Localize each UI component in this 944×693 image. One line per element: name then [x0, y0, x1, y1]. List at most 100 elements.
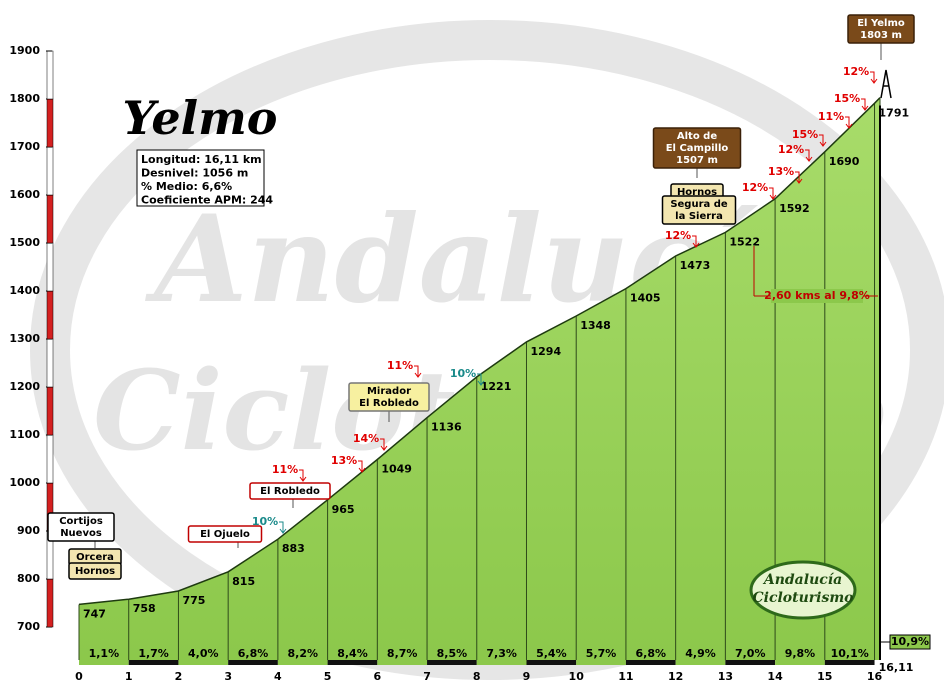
steep-label: 10% — [450, 367, 476, 380]
x-tick-label: 11 — [618, 670, 633, 683]
axis-band — [46, 50, 54, 100]
point-label: 1690 — [829, 155, 860, 168]
x-tick-label: 2 — [175, 670, 183, 683]
point-label: 965 — [332, 503, 355, 516]
grade-label: 10,1% — [831, 647, 869, 660]
annotation: El Robledo — [359, 398, 419, 409]
info-box — [136, 149, 265, 207]
annotation: 1803 m — [860, 30, 902, 41]
x-tick-label: 8 — [473, 670, 481, 683]
summit-tower — [880, 69, 892, 99]
steep-arrow — [795, 171, 803, 184]
x-tick-label: 6 — [373, 670, 381, 683]
annotation-box — [348, 382, 430, 412]
annotation-box — [68, 562, 122, 580]
steep-arrow — [805, 149, 813, 162]
grade-label: 9,8% — [785, 647, 816, 660]
km-strip — [775, 660, 825, 665]
x-tick-label: 3 — [224, 670, 232, 683]
point-label: 747 — [83, 607, 106, 620]
grade-label: 8,4% — [337, 647, 368, 660]
grade-label: 5,4% — [536, 647, 567, 660]
axis-band — [46, 434, 54, 484]
km-strip — [277, 660, 328, 665]
axis-band — [46, 338, 54, 388]
steep-label: 13% — [768, 165, 794, 178]
point-label: 815 — [232, 575, 255, 588]
km-strip — [725, 660, 776, 665]
km-strip — [327, 660, 378, 665]
annotation: El Campillo — [666, 143, 729, 154]
x-tick-label: 9 — [523, 670, 531, 683]
km-strip — [427, 660, 477, 665]
point-label: 758 — [133, 602, 156, 615]
logo-text: Cicloturismo — [752, 590, 853, 606]
steep-label: 12% — [742, 181, 768, 194]
x-tick-label: 4 — [274, 670, 282, 683]
point-label: 1522 — [729, 235, 760, 248]
axis-band — [46, 386, 54, 436]
chart-title: Yelmo — [123, 91, 278, 145]
annotation-box — [652, 127, 742, 169]
grade-label: 8,2% — [287, 647, 318, 660]
y-tick-label: 700 — [17, 620, 40, 633]
x-tick-label: 16,11 — [879, 661, 914, 674]
point-label: 775 — [182, 594, 205, 607]
x-tick-label: 13 — [718, 670, 733, 683]
info-line: Desnivel: 1056 m — [141, 167, 248, 180]
axis-band — [46, 242, 54, 292]
steep-label: 15% — [792, 128, 818, 141]
y-tick-label: 1800 — [9, 92, 40, 105]
annotation: Hornos — [677, 187, 717, 198]
annotation: Orcera — [76, 552, 114, 563]
grade-label: 6,8% — [636, 647, 667, 660]
steep-arrow — [279, 521, 287, 534]
grade-label: 8,5% — [437, 647, 468, 660]
point-label: 1294 — [530, 345, 561, 358]
x-tick-label: 1 — [125, 670, 133, 683]
steep-label: 11% — [272, 463, 298, 476]
steep-label: 10% — [252, 515, 278, 528]
annotation-box — [187, 525, 263, 543]
info-line: Coeficiente APM: 244 — [141, 194, 273, 207]
annotation: 1507 m — [676, 155, 718, 166]
steep-arrow — [769, 187, 777, 200]
y-tick-label: 1000 — [9, 476, 40, 489]
y-tick-label: 900 — [17, 524, 40, 537]
x-tick-label: 7 — [423, 670, 431, 683]
annotation-box — [661, 195, 737, 225]
point-label: 1592 — [779, 202, 810, 215]
y-tick-label: 1200 — [9, 380, 40, 393]
steep-arrow — [845, 116, 853, 129]
x-tick-label: 16 — [867, 670, 883, 683]
plot: 7008009001000110012001300140015001600170… — [9, 14, 931, 683]
steep-label: 14% — [353, 432, 379, 445]
annotation-box — [249, 482, 331, 500]
steep-label: 11% — [818, 110, 844, 123]
point-label: 1791 — [879, 106, 910, 119]
x-tick-label: 15 — [817, 670, 832, 683]
steep-arrow — [819, 134, 827, 147]
y-tick-label: 1100 — [9, 428, 40, 441]
km-strip — [625, 660, 676, 665]
profile-line — [78, 97, 881, 606]
y-tick-label: 1500 — [9, 236, 40, 249]
annotation: 2,60 kms al 9,8% — [764, 289, 870, 302]
annotation: El Robledo — [260, 486, 320, 497]
annotation-box — [847, 14, 915, 44]
steep-label: 12% — [665, 229, 691, 242]
axis-band — [46, 194, 54, 244]
steep-arrow — [414, 365, 422, 378]
km-strip — [576, 660, 626, 665]
km-strip — [228, 660, 278, 665]
range-label-bg — [771, 289, 863, 303]
grade-label: 7,0% — [735, 647, 766, 660]
y-tick-label: 1400 — [9, 284, 40, 297]
info-line: Longitud: 16,11 km — [141, 153, 262, 166]
axis-band — [46, 146, 54, 196]
y-tick-label: 1300 — [9, 332, 40, 345]
grade-label: 7,3% — [486, 647, 517, 660]
steep-arrow — [358, 460, 366, 473]
point-label: 1049 — [381, 462, 412, 475]
